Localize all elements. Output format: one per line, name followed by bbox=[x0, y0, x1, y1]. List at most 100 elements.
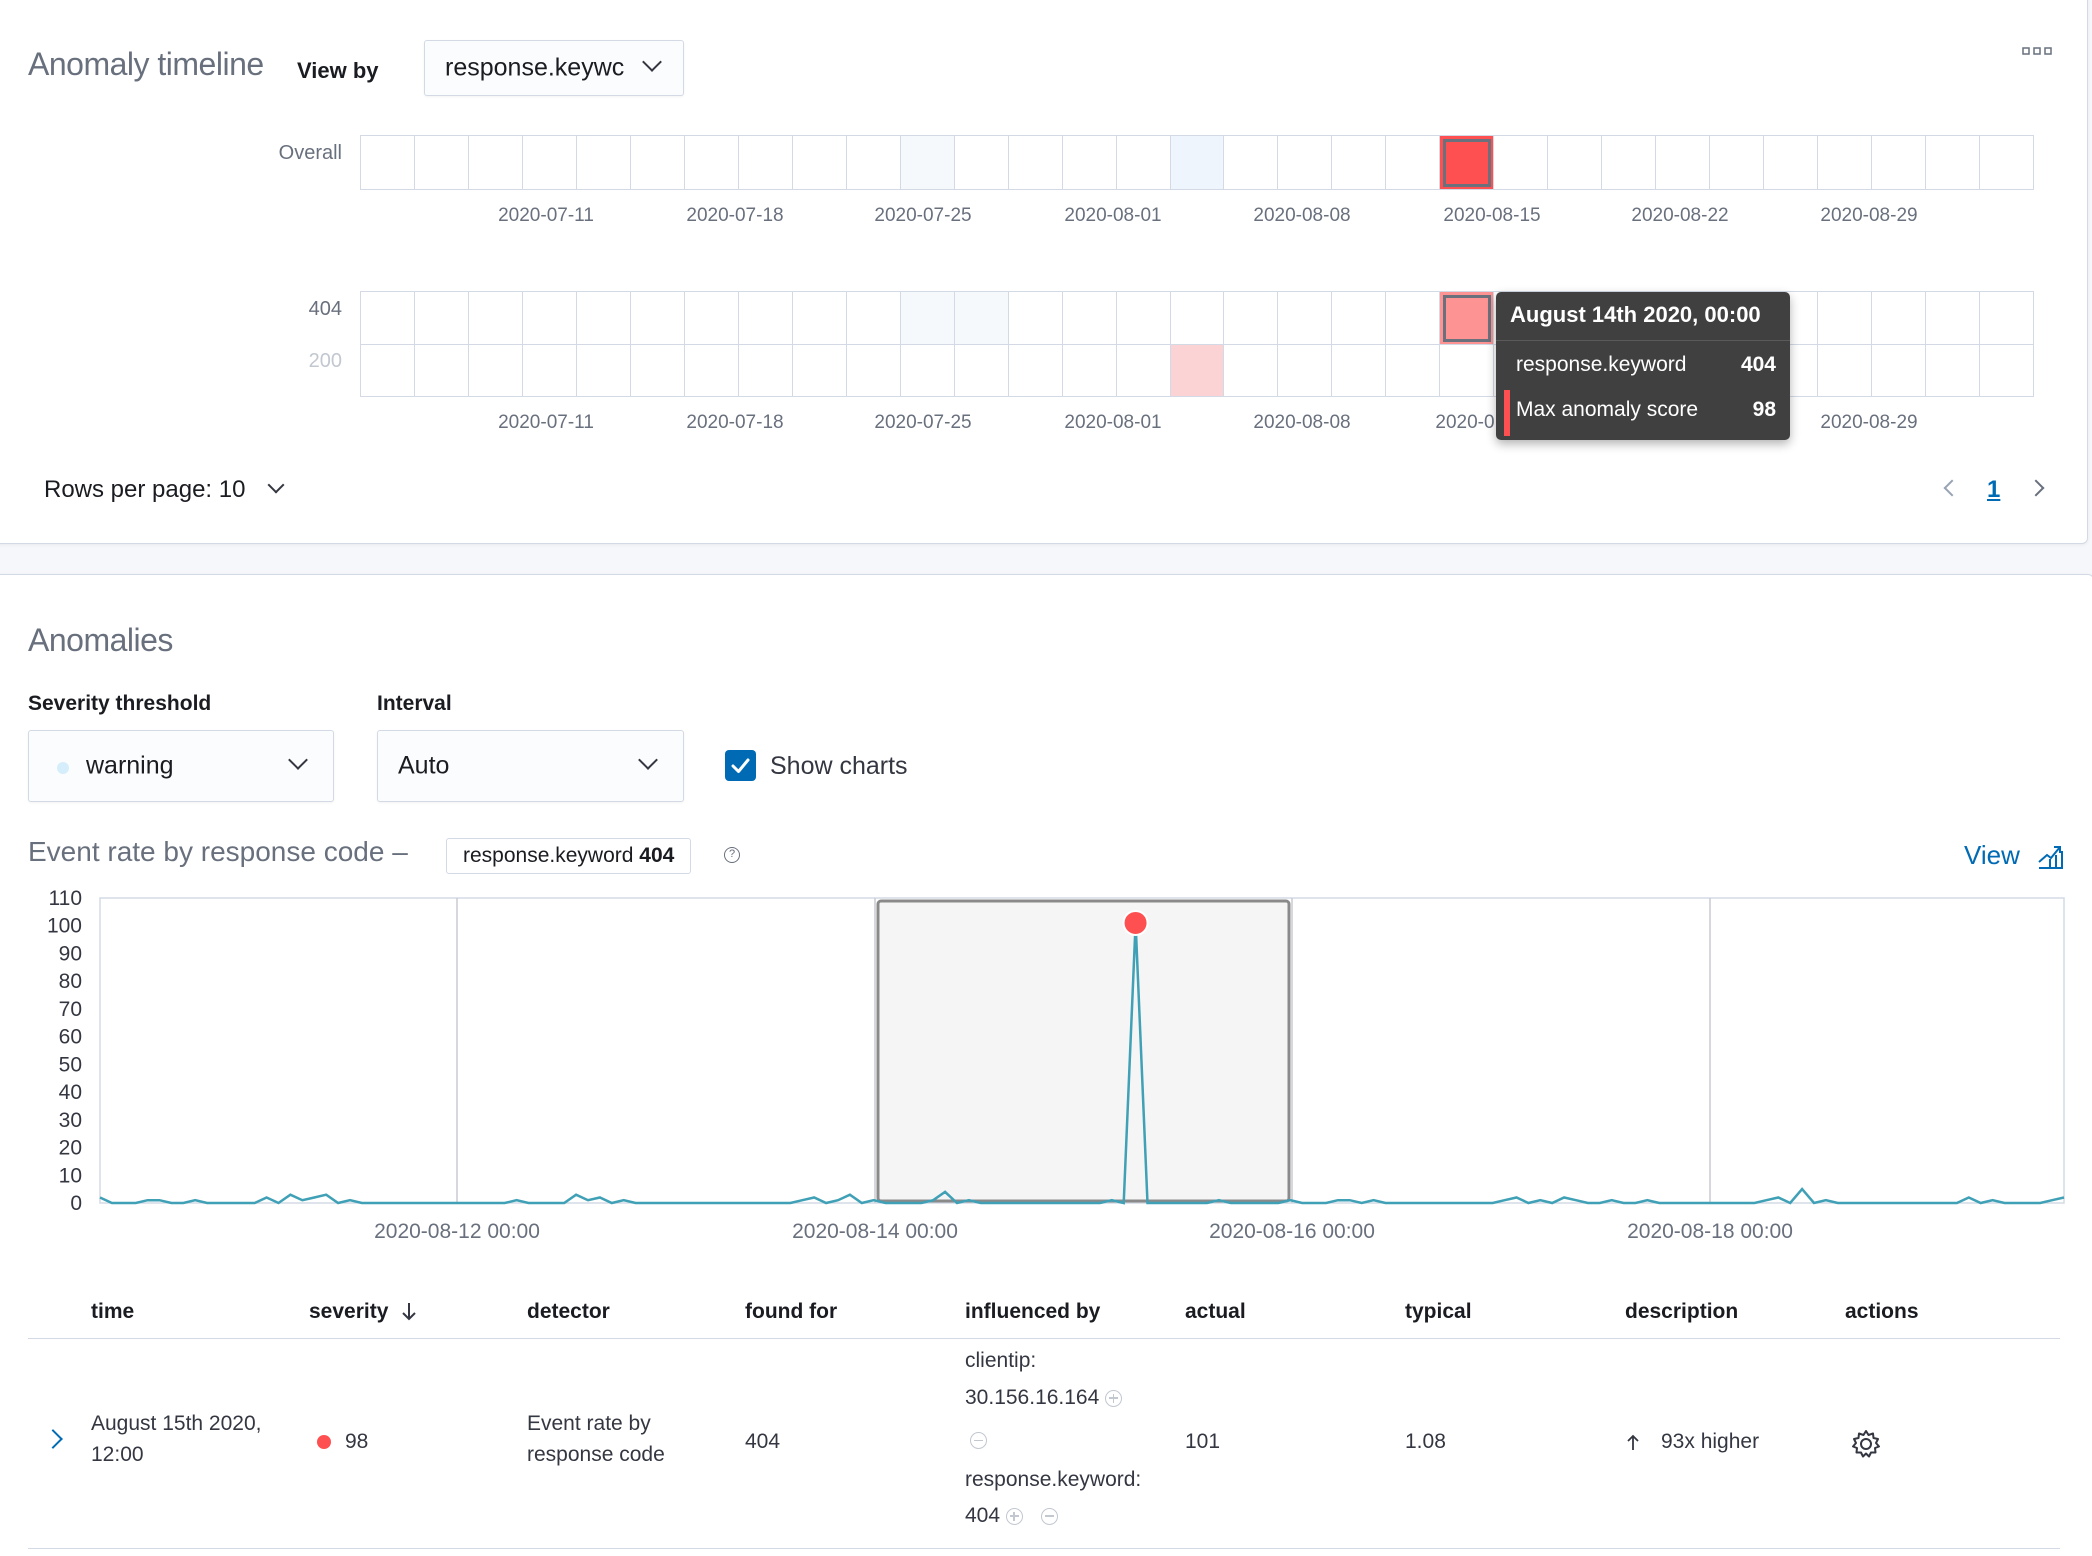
viewby-swimlane-cell[interactable] bbox=[954, 292, 1009, 345]
overall-swimlane-cell[interactable] bbox=[1008, 136, 1063, 190]
rows-per-page-button[interactable]: Rows per page: 10 bbox=[44, 476, 285, 504]
viewby-swimlane-cell[interactable] bbox=[1980, 344, 2034, 397]
overall-swimlane-cell[interactable] bbox=[1278, 136, 1333, 190]
column-header-influenced-by[interactable]: influenced by bbox=[965, 1300, 1101, 1323]
viewby-swimlane-cell[interactable] bbox=[1008, 292, 1063, 345]
gear-icon[interactable] bbox=[1850, 1428, 1882, 1465]
overall-swimlane-cell[interactable] bbox=[1332, 136, 1387, 190]
viewby-swimlane-cell[interactable] bbox=[792, 344, 847, 397]
viewby-swimlane-cell[interactable] bbox=[846, 344, 901, 397]
pagination-page-1[interactable]: 1 bbox=[1987, 476, 2001, 503]
column-header-found-for[interactable]: found for bbox=[745, 1300, 838, 1323]
viewby-swimlane-cell[interactable] bbox=[522, 344, 577, 397]
viewby-swimlane-cell[interactable] bbox=[1332, 344, 1387, 397]
overall-swimlane-cell[interactable] bbox=[414, 136, 469, 190]
view-by-select[interactable]: response.keywc bbox=[424, 40, 684, 96]
overall-swimlane-cell[interactable] bbox=[1116, 136, 1171, 190]
overall-swimlane-cell[interactable] bbox=[846, 136, 901, 190]
column-header-actual[interactable]: actual bbox=[1185, 1300, 1246, 1323]
show-charts-label[interactable]: Show charts bbox=[770, 752, 908, 780]
column-header-detector[interactable]: detector bbox=[527, 1300, 610, 1323]
viewby-swimlane-cell[interactable] bbox=[1224, 344, 1279, 397]
viewby-swimlane-cell[interactable] bbox=[846, 292, 901, 345]
viewby-swimlane-cell[interactable] bbox=[1278, 292, 1333, 345]
viewby-swimlane-cell[interactable] bbox=[954, 344, 1009, 397]
overall-swimlane-cell[interactable] bbox=[1170, 136, 1225, 190]
viewby-swimlane-cell[interactable] bbox=[1062, 344, 1117, 397]
show-charts-checkbox[interactable] bbox=[725, 750, 756, 781]
viewby-swimlane-cell[interactable] bbox=[576, 292, 631, 345]
overall-swimlane-cell[interactable] bbox=[1062, 136, 1117, 190]
anomaly-marker[interactable] bbox=[1122, 909, 1149, 936]
viewby-swimlane-cell[interactable] bbox=[1116, 292, 1171, 345]
overall-swimlane-cell[interactable] bbox=[1494, 136, 1549, 190]
viewby-swimlane-cell[interactable] bbox=[630, 344, 685, 397]
overall-swimlane-cell[interactable] bbox=[738, 136, 793, 190]
overall-swimlane-cell[interactable] bbox=[1764, 136, 1819, 190]
overall-swimlane-cell[interactable] bbox=[1656, 136, 1711, 190]
viewby-swimlane-cell[interactable] bbox=[738, 292, 793, 345]
overall-swimlane-cell[interactable] bbox=[468, 136, 523, 190]
viewby-swimlane-cell[interactable] bbox=[1386, 344, 1441, 397]
viewby-swimlane-cell[interactable] bbox=[1818, 292, 1873, 345]
overall-swimlane-cell[interactable] bbox=[1710, 136, 1765, 190]
overall-swimlane-cell[interactable] bbox=[522, 136, 577, 190]
overall-swimlane-cell[interactable] bbox=[630, 136, 685, 190]
viewby-swimlane-cell[interactable] bbox=[684, 292, 739, 345]
overall-swimlane-cell[interactable] bbox=[1818, 136, 1873, 190]
viewby-swimlane-cell[interactable] bbox=[1386, 292, 1441, 345]
overall-swimlane-cell[interactable] bbox=[900, 136, 955, 190]
overall-swimlane-cell[interactable] bbox=[1980, 136, 2034, 190]
viewby-swimlane-cell[interactable] bbox=[1116, 344, 1171, 397]
viewby-swimlane-cell[interactable] bbox=[1926, 344, 1981, 397]
viewby-swimlane-cell[interactable] bbox=[738, 344, 793, 397]
viewby-swimlane-cell[interactable] bbox=[630, 292, 685, 345]
viewby-swimlane-cell[interactable] bbox=[414, 292, 469, 345]
viewby-swimlane-cell[interactable] bbox=[1170, 344, 1225, 397]
visualize-app-icon[interactable] bbox=[2036, 842, 2064, 875]
column-header-severity[interactable]: severity bbox=[309, 1300, 420, 1324]
column-header-typical[interactable]: typical bbox=[1405, 1300, 1472, 1323]
overall-swimlane-cell[interactable] bbox=[361, 136, 415, 190]
overall-swimlane-cell[interactable] bbox=[576, 136, 631, 190]
viewby-swimlane-cell[interactable] bbox=[1224, 292, 1279, 345]
viewby-swimlane-cell[interactable] bbox=[1332, 292, 1387, 345]
severity-threshold-select[interactable]: warning bbox=[28, 730, 334, 802]
viewby-swimlane-cell[interactable] bbox=[1440, 344, 1495, 397]
column-header-time[interactable]: time bbox=[91, 1300, 135, 1323]
viewby-swimlane-cell[interactable] bbox=[576, 344, 631, 397]
viewby-swimlane-cell[interactable] bbox=[468, 292, 523, 345]
overall-swimlane-cell[interactable] bbox=[1386, 136, 1441, 190]
viewby-swimlane-cell[interactable] bbox=[900, 344, 955, 397]
info-icon[interactable]: ? bbox=[724, 847, 740, 863]
interval-select[interactable]: Auto bbox=[377, 730, 684, 802]
viewby-swimlane-cell[interactable] bbox=[361, 292, 415, 345]
viewby-swimlane-cell[interactable] bbox=[1062, 292, 1117, 345]
overall-swimlane-cell[interactable] bbox=[1224, 136, 1279, 190]
overall-swimlane-cell[interactable] bbox=[1926, 136, 1981, 190]
overall-swimlane-cell[interactable] bbox=[1602, 136, 1657, 190]
overall-swimlane-cell[interactable] bbox=[1872, 136, 1927, 190]
viewby-swimlane-cell[interactable] bbox=[1278, 344, 1333, 397]
column-header-description[interactable]: description bbox=[1625, 1300, 1739, 1323]
viewby-swimlane-cell[interactable] bbox=[1872, 344, 1927, 397]
add-filter-icon[interactable] bbox=[1005, 1507, 1023, 1525]
viewby-swimlane-cell[interactable] bbox=[1818, 344, 1873, 397]
viewby-swimlane-cell[interactable] bbox=[468, 344, 523, 397]
options-menu-icon[interactable] bbox=[2022, 44, 2052, 56]
viewby-swimlane-cell[interactable] bbox=[414, 344, 469, 397]
viewby-swimlane-cell[interactable] bbox=[361, 344, 415, 397]
viewby-swimlane-cell[interactable] bbox=[522, 292, 577, 345]
overall-swimlane-cell[interactable] bbox=[1548, 136, 1603, 190]
remove-filter-icon[interactable] bbox=[970, 1432, 987, 1450]
overall-swimlane-cell[interactable] bbox=[1440, 136, 1495, 190]
overall-swimlane-cell[interactable] bbox=[684, 136, 739, 190]
overall-swimlane[interactable] bbox=[360, 135, 2034, 190]
view-link[interactable]: View bbox=[1964, 840, 2020, 870]
overall-swimlane-cell[interactable] bbox=[792, 136, 847, 190]
add-filter-icon[interactable] bbox=[1105, 1389, 1123, 1407]
viewby-swimlane-cell[interactable] bbox=[684, 344, 739, 397]
viewby-swimlane-cell[interactable] bbox=[792, 292, 847, 345]
viewby-swimlane-cell[interactable] bbox=[1926, 292, 1981, 345]
